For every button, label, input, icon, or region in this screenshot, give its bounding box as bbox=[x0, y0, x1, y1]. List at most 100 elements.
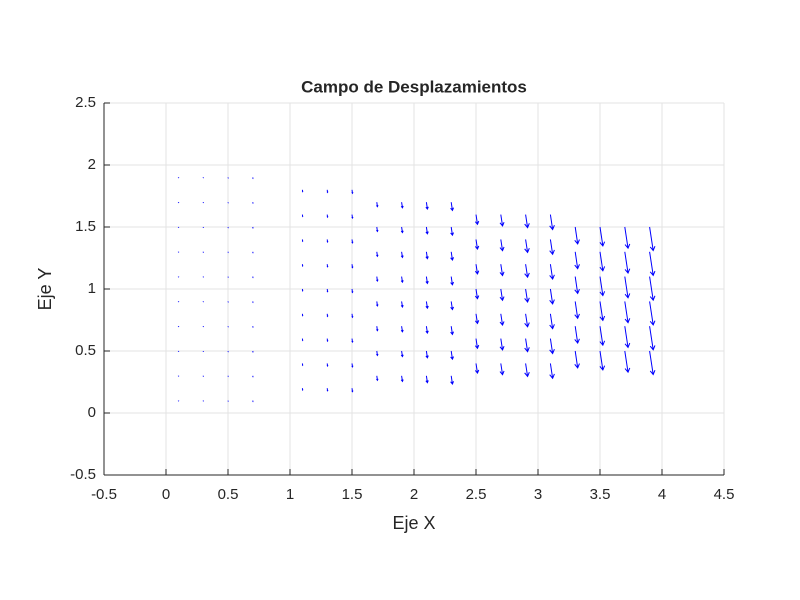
arrow bbox=[524, 288, 530, 303]
arrow bbox=[649, 226, 656, 252]
arrow bbox=[474, 214, 480, 226]
arrow bbox=[202, 202, 205, 204]
arrow bbox=[301, 363, 304, 367]
arrow bbox=[202, 301, 205, 303]
arrow bbox=[499, 288, 505, 302]
arrow bbox=[549, 264, 555, 281]
arrow bbox=[425, 301, 429, 310]
arrow bbox=[400, 226, 404, 234]
x-tick-label: 1.5 bbox=[342, 486, 363, 503]
y-tick-label: 1.5 bbox=[75, 218, 96, 235]
arrow bbox=[599, 276, 606, 297]
arrow bbox=[351, 264, 354, 269]
arrow bbox=[326, 388, 329, 392]
arrow bbox=[474, 288, 480, 300]
arrow bbox=[425, 326, 429, 334]
arrow bbox=[574, 301, 580, 320]
arrow bbox=[177, 400, 180, 402]
y-tick-label: 2 bbox=[88, 156, 96, 173]
x-tick-label: 4 bbox=[658, 486, 666, 503]
arrow bbox=[524, 239, 530, 254]
arrow bbox=[450, 326, 455, 336]
arrow bbox=[326, 363, 329, 367]
arrow bbox=[376, 375, 379, 382]
arrow bbox=[376, 350, 379, 357]
arrow bbox=[425, 251, 429, 260]
arrow bbox=[624, 276, 631, 299]
arrow bbox=[326, 288, 329, 293]
arrow bbox=[400, 276, 404, 284]
arrow bbox=[351, 288, 354, 294]
arrow bbox=[524, 214, 530, 229]
arrow bbox=[649, 276, 656, 302]
arrow bbox=[301, 288, 304, 292]
arrow bbox=[649, 326, 656, 351]
arrow bbox=[474, 264, 480, 275]
arrow bbox=[425, 202, 429, 210]
arrow bbox=[177, 201, 180, 204]
arrow bbox=[301, 189, 304, 193]
arrow bbox=[351, 239, 354, 244]
y-axis-label: Eje Y bbox=[35, 268, 55, 311]
arrow bbox=[499, 313, 505, 327]
x-tick-label: 1 bbox=[286, 486, 294, 503]
arrow bbox=[524, 338, 530, 353]
x-tick-label: -0.5 bbox=[91, 486, 117, 503]
arrow bbox=[301, 338, 304, 342]
x-tick-label: 3.5 bbox=[590, 486, 611, 503]
arrow bbox=[177, 177, 180, 179]
x-tick-label: 2 bbox=[410, 486, 418, 503]
arrow bbox=[400, 326, 404, 333]
arrow bbox=[574, 350, 580, 369]
arrow bbox=[326, 239, 329, 243]
arrow bbox=[549, 288, 555, 305]
arrow bbox=[177, 375, 180, 377]
arrow bbox=[177, 350, 180, 352]
arrow bbox=[400, 202, 404, 209]
arrow bbox=[425, 350, 429, 359]
arrow bbox=[177, 325, 180, 328]
y-tick-label: 0.5 bbox=[75, 342, 96, 359]
arrow bbox=[202, 251, 205, 253]
arrow bbox=[326, 313, 329, 318]
x-tick-label: 3 bbox=[534, 486, 542, 503]
arrow bbox=[450, 276, 455, 286]
arrow bbox=[474, 338, 480, 350]
arrow bbox=[624, 226, 631, 250]
arrow bbox=[574, 276, 580, 295]
arrow bbox=[549, 363, 555, 380]
arrow bbox=[599, 301, 606, 322]
arrow bbox=[351, 388, 354, 393]
arrow bbox=[499, 338, 505, 351]
arrow bbox=[351, 214, 354, 220]
arrow bbox=[301, 313, 304, 317]
y-tick-label: 0 bbox=[88, 404, 96, 421]
arrow bbox=[450, 375, 455, 385]
arrow bbox=[400, 375, 404, 383]
x-tick-label: 2.5 bbox=[466, 486, 487, 503]
arrow bbox=[499, 239, 505, 252]
arrow bbox=[177, 226, 180, 228]
arrow bbox=[425, 226, 429, 235]
arrow bbox=[450, 226, 455, 237]
arrow bbox=[549, 214, 555, 231]
arrow bbox=[599, 251, 606, 272]
arrow bbox=[376, 276, 379, 283]
arrow bbox=[599, 350, 606, 371]
arrow bbox=[202, 375, 205, 377]
chart-title: Campo de Desplazamientos bbox=[301, 77, 527, 96]
arrow bbox=[574, 251, 580, 270]
arrow bbox=[202, 350, 205, 353]
arrow bbox=[400, 301, 404, 308]
arrow bbox=[326, 338, 329, 343]
arrow bbox=[202, 326, 205, 328]
arrow bbox=[649, 251, 656, 277]
arrow bbox=[624, 350, 631, 374]
arrow bbox=[400, 350, 404, 358]
arrow bbox=[376, 301, 379, 307]
arrow bbox=[202, 276, 205, 278]
arrow bbox=[524, 313, 530, 328]
arrow bbox=[351, 363, 354, 368]
arrow bbox=[351, 313, 354, 319]
arrow bbox=[450, 251, 455, 261]
